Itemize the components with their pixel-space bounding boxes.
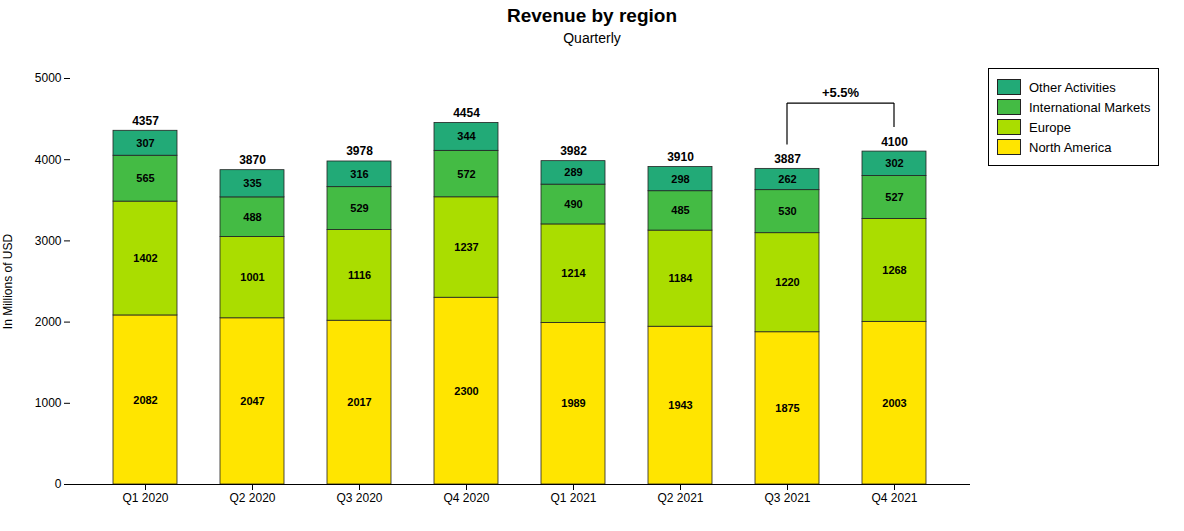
svg-text:2047: 2047 [240, 395, 264, 407]
svg-text:344: 344 [457, 130, 476, 142]
svg-text:Q1 2020: Q1 2020 [122, 491, 168, 505]
svg-text:1875: 1875 [775, 402, 799, 414]
svg-text:Q4 2021: Q4 2021 [871, 491, 917, 505]
svg-text:3870: 3870 [239, 153, 266, 167]
html-text:Other Activities: Other Activities [1029, 79, 1116, 95]
svg-text:3982: 3982 [560, 144, 587, 158]
svg-text:316: 316 [350, 168, 368, 180]
svg-text:4100: 4100 [881, 135, 908, 149]
svg-text:490: 490 [564, 198, 582, 210]
svg-text:4000: 4000 [35, 153, 62, 167]
html-text:International Markets: International Markets [1029, 99, 1151, 115]
html-text:North America: North America [1029, 139, 1112, 155]
svg-text:485: 485 [671, 204, 689, 216]
svg-text:2082: 2082 [133, 393, 157, 405]
svg-text:1943: 1943 [668, 399, 692, 411]
svg-text:335: 335 [243, 177, 261, 189]
svg-text:298: 298 [671, 173, 689, 185]
svg-text:572: 572 [457, 168, 475, 180]
svg-text:3910: 3910 [667, 150, 694, 164]
svg-text:530: 530 [778, 205, 796, 217]
svg-text:Q4 2020: Q4 2020 [443, 491, 489, 505]
svg-text:+5.5%: +5.5% [822, 85, 860, 100]
svg-text:1214: 1214 [561, 267, 586, 279]
svg-text:1184: 1184 [669, 272, 694, 284]
html-text:Europe: Europe [1029, 119, 1071, 135]
svg-text:3000: 3000 [35, 234, 62, 248]
svg-text:Q1 2021: Q1 2021 [550, 491, 596, 505]
svg-text:3978: 3978 [346, 144, 373, 158]
svg-text:4357: 4357 [132, 114, 159, 128]
html-text:Revenue by region: Revenue by region [507, 5, 677, 26]
svg-text:289: 289 [564, 166, 582, 178]
svg-text:565: 565 [136, 172, 154, 184]
svg-text:529: 529 [350, 202, 368, 214]
svg-text:2003: 2003 [882, 397, 906, 409]
svg-text:1000: 1000 [35, 396, 62, 410]
svg-text:1237: 1237 [454, 241, 478, 253]
svg-text:2000: 2000 [35, 315, 62, 329]
html-text:Quarterly: Quarterly [563, 30, 621, 46]
svg-text:262: 262 [778, 173, 796, 185]
svg-text:1220: 1220 [775, 276, 799, 288]
svg-text:0: 0 [55, 477, 62, 491]
svg-text:1116: 1116 [348, 269, 371, 281]
svg-text:Q2 2021: Q2 2021 [657, 491, 703, 505]
svg-text:In Millions of USD: In Millions of USD [1, 233, 15, 329]
svg-text:1989: 1989 [561, 397, 585, 409]
svg-text:3887: 3887 [774, 152, 801, 166]
svg-text:2300: 2300 [454, 385, 478, 397]
svg-text:1268: 1268 [882, 264, 906, 276]
svg-text:2017: 2017 [347, 396, 371, 408]
svg-text:5000: 5000 [35, 71, 62, 85]
svg-text:302: 302 [885, 157, 903, 169]
svg-text:488: 488 [243, 211, 261, 223]
svg-text:1402: 1402 [133, 252, 157, 264]
svg-text:527: 527 [885, 191, 903, 203]
svg-text:Q3 2021: Q3 2021 [764, 491, 810, 505]
svg-text:4454: 4454 [453, 106, 480, 120]
svg-text:Q3 2020: Q3 2020 [336, 491, 382, 505]
svg-text:307: 307 [136, 137, 154, 149]
svg-text:Q2 2020: Q2 2020 [229, 491, 275, 505]
svg-text:1001: 1001 [240, 271, 264, 283]
